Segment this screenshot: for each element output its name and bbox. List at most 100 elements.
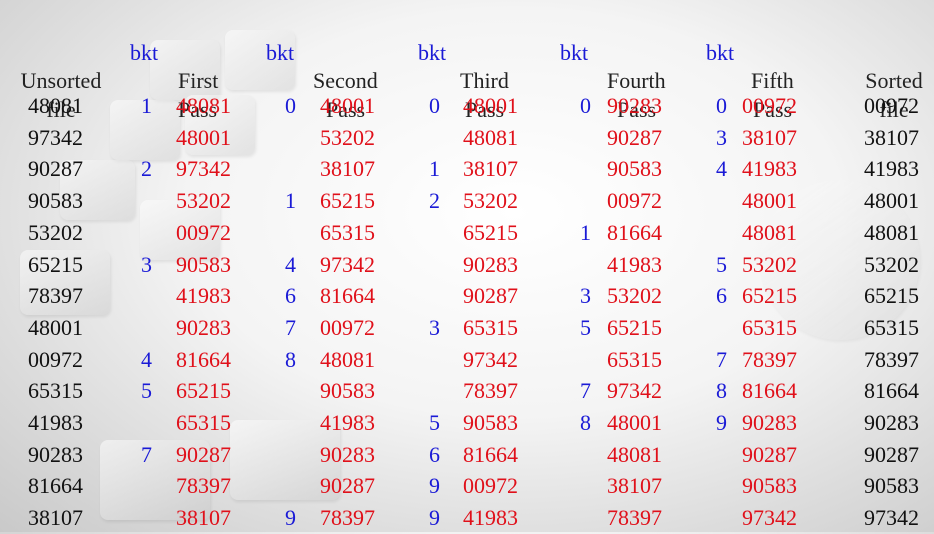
sorted-value: 65315 [864, 314, 919, 340]
pass1-value: 65315 [176, 410, 231, 435]
header-fifth-pass: Fifth Pass [751, 68, 794, 122]
pass4-value: 90287 [607, 124, 662, 150]
pass5-value: 48081 [742, 219, 797, 245]
pass2-value: 78397 [320, 505, 375, 531]
unsorted-value: 90283 [28, 441, 83, 467]
pass4-value: 53202 [607, 283, 662, 309]
pass5-value: 41983 [742, 156, 797, 182]
pass4-bucket: 0 [580, 93, 591, 118]
pass5-value: 53202 [742, 251, 797, 277]
pass1-value: 53202 [176, 188, 231, 214]
bkt-header-3: bkt [418, 40, 447, 65]
unsorted-value: 41983 [28, 410, 83, 435]
pass4-value: 81664 [607, 219, 662, 245]
pass5-bucket: 7 [716, 346, 727, 372]
pass1-bucket: 5 [141, 378, 152, 404]
sorted-value: 53202 [864, 251, 919, 277]
pass3-value: 78397 [463, 378, 518, 404]
pass3-value: 38107 [463, 156, 518, 182]
sorted-value: 41983 [864, 156, 919, 182]
pass3-value: 90583 [463, 410, 518, 435]
pass3-value: 97342 [463, 346, 518, 372]
pass5-value: 90287 [742, 441, 797, 467]
pass1-value: 90583 [176, 251, 231, 277]
pass5-bucket: 6 [716, 283, 727, 309]
pass2-value: 90287 [320, 473, 375, 499]
pass3-bucket: 3 [429, 314, 440, 340]
pass4-value: 38107 [607, 473, 662, 499]
pass4-bucket: 8 [580, 410, 591, 435]
unsorted-value: 48081 [28, 93, 83, 118]
pass2-value: 38107 [320, 156, 375, 182]
pass5-value: 65215 [742, 283, 797, 309]
pass4-value: 90583 [607, 156, 662, 182]
bkt-header-5: bkt [706, 40, 735, 65]
pass1-value: 38107 [176, 505, 231, 531]
pass4-value: 97342 [607, 378, 662, 404]
pass5-bucket: 9 [716, 410, 727, 435]
pass5-bucket: 8 [716, 378, 727, 404]
sorted-value: 90283 [864, 410, 919, 435]
header-second-pass: Second Pass [313, 68, 378, 122]
pass2-bucket: 9 [285, 505, 296, 531]
pass5-value: 90583 [742, 473, 797, 499]
pass4-bucket: 7 [580, 378, 591, 404]
sorted-value: 90583 [864, 473, 919, 499]
pass3-bucket: 9 [429, 473, 440, 499]
unsorted-value: 65215 [28, 251, 83, 277]
pass2-value: 48081 [320, 346, 375, 372]
pass2-bucket: 8 [285, 346, 296, 372]
pass2-value: 41983 [320, 410, 375, 435]
pass3-value: 90283 [463, 251, 518, 277]
pass3-bucket: 1 [429, 156, 440, 182]
sorted-value: 97342 [864, 505, 919, 531]
pass1-bucket: 3 [141, 251, 152, 277]
pass2-value: 48001 [320, 93, 375, 118]
pass3-value: 48001 [463, 93, 518, 118]
pass1-value: 90283 [176, 314, 231, 340]
pass3-bucket: 0 [429, 93, 440, 118]
pass2-value: 97342 [320, 251, 375, 277]
pass4-value: 65315 [607, 346, 662, 372]
pass5-value: 00972 [742, 93, 797, 118]
pass4-value: 41983 [607, 251, 662, 277]
pass1-value: 97342 [176, 156, 231, 182]
pass3-bucket: 5 [429, 410, 440, 435]
pass1-bucket: 1 [141, 93, 152, 118]
pass4-value: 78397 [607, 505, 662, 531]
unsorted-value: 00972 [28, 346, 83, 372]
pass4-value: 48001 [607, 410, 662, 435]
pass5-value: 38107 [742, 124, 797, 150]
sorted-value: 90287 [864, 441, 919, 467]
pass1-value: 41983 [176, 283, 231, 309]
bkt-header-2: bkt [266, 40, 295, 65]
pass2-value: 53202 [320, 124, 375, 150]
pass5-bucket: 4 [716, 156, 727, 182]
pass3-value: 81664 [463, 441, 518, 467]
pass2-bucket: 7 [285, 314, 296, 340]
pass2-bucket: 4 [285, 251, 296, 277]
pass5-bucket: 5 [716, 251, 727, 277]
unsorted-value: 78397 [28, 283, 83, 309]
pass3-bucket: 2 [429, 188, 440, 214]
pass5-value: 48001 [742, 188, 797, 214]
sorted-value: 38107 [864, 124, 919, 150]
pass3-value: 65315 [463, 314, 518, 340]
bkt-header-4: bkt [560, 40, 589, 65]
pass3-value: 53202 [463, 188, 518, 214]
header-first-pass: First Pass [178, 68, 219, 122]
unsorted-value: 65315 [28, 378, 83, 404]
pass1-value: 48001 [176, 124, 231, 150]
pass3-value: 41983 [463, 505, 518, 531]
pass1-value: 81664 [176, 346, 231, 372]
pass2-bucket: 6 [285, 283, 296, 309]
unsorted-value: 81664 [28, 473, 83, 499]
sorted-value: 48081 [864, 219, 919, 245]
pass2-value: 81664 [320, 283, 375, 309]
pass2-bucket: 0 [285, 93, 296, 118]
pass2-value: 90583 [320, 378, 375, 404]
pass5-value: 78397 [742, 346, 797, 372]
pass5-value: 81664 [742, 378, 797, 404]
sorted-value: 81664 [864, 378, 919, 404]
pass5-value: 90283 [742, 410, 797, 435]
